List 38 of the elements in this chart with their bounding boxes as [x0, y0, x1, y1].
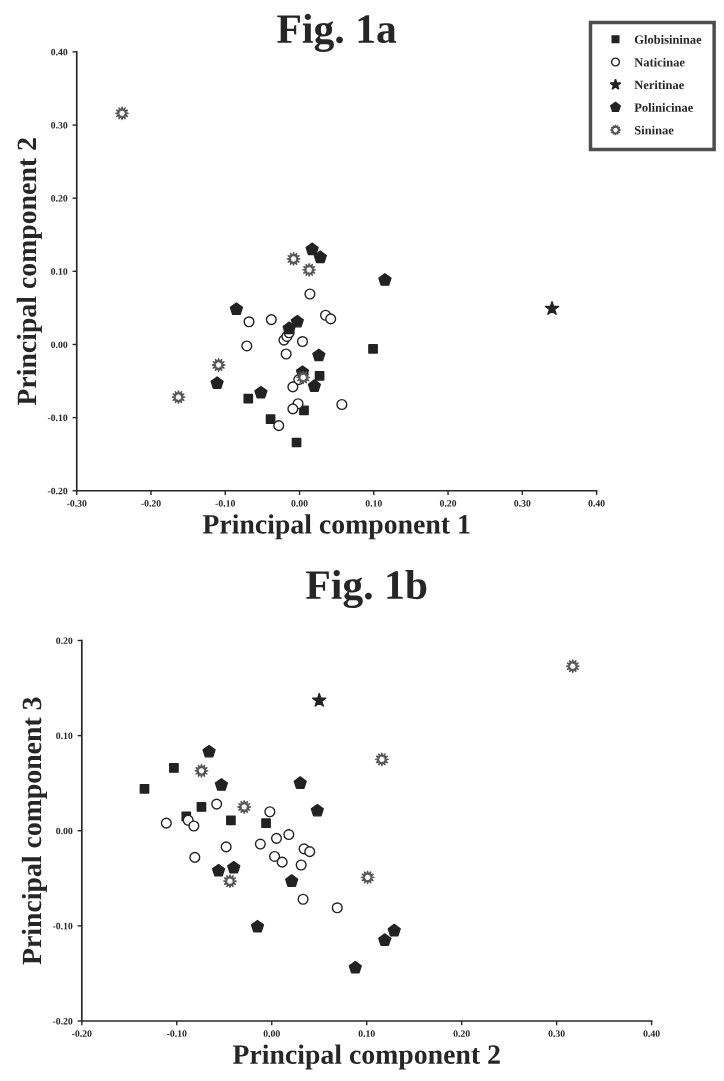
y-axis-title: Principal component 2	[16, 138, 42, 406]
x-tick-label: 0.40	[643, 1030, 660, 1037]
chart-title: Fig. 1a	[277, 13, 397, 52]
x-tick-label: 0.10	[365, 500, 382, 507]
x-tick-label: -0.10	[167, 1030, 187, 1037]
x-tick-label: -0.10	[215, 500, 236, 507]
x-tick-label: 0.20	[439, 500, 457, 507]
y-tick-label: 0.00	[56, 827, 73, 835]
y-tick-label: -0.10	[47, 414, 68, 422]
legend-label: Polinicinae	[634, 103, 693, 112]
y-tick-label: 0.40	[51, 48, 68, 56]
y-tick-label: -0.10	[52, 922, 73, 930]
y-tick-label: 0.20	[51, 195, 68, 202]
x-tick-label: 0.30	[548, 1030, 565, 1037]
y-tick-label: 0.10	[56, 732, 73, 740]
legend-label: Neritinae	[634, 80, 684, 90]
y-tick-label: -0.20	[52, 1017, 73, 1025]
x-tick-label: 0.00	[263, 1030, 280, 1037]
y-axis-title: Principal component 3	[21, 697, 47, 965]
legend-label: Globisininae	[634, 35, 702, 44]
x-tick-label: 0.10	[358, 1030, 375, 1037]
x-tick-label: -0.20	[141, 500, 161, 507]
y-tick-label: 0.00	[51, 341, 68, 348]
legend-label: Naticinae	[634, 57, 685, 67]
x-tick-label: 0.20	[453, 1030, 470, 1037]
y-tick-label: 0.30	[51, 121, 68, 129]
y-tick-label: -0.20	[47, 487, 68, 495]
chart-title: Fig. 1b	[306, 569, 427, 609]
x-tick-label: 0.00	[291, 500, 308, 507]
x-axis-title: Principal component 2	[232, 1044, 500, 1070]
x-tick-label: -0.20	[72, 1030, 92, 1037]
x-tick-label: 0.40	[588, 500, 605, 507]
x-axis-title: Principal component 1	[202, 514, 470, 540]
y-tick-label: 0.10	[51, 268, 68, 275]
legend-label: Sininae	[634, 125, 674, 135]
y-tick-label: 0.20	[56, 637, 73, 644]
x-tick-label: 0.30	[514, 500, 531, 507]
x-tick-label: -0.30	[66, 500, 87, 507]
